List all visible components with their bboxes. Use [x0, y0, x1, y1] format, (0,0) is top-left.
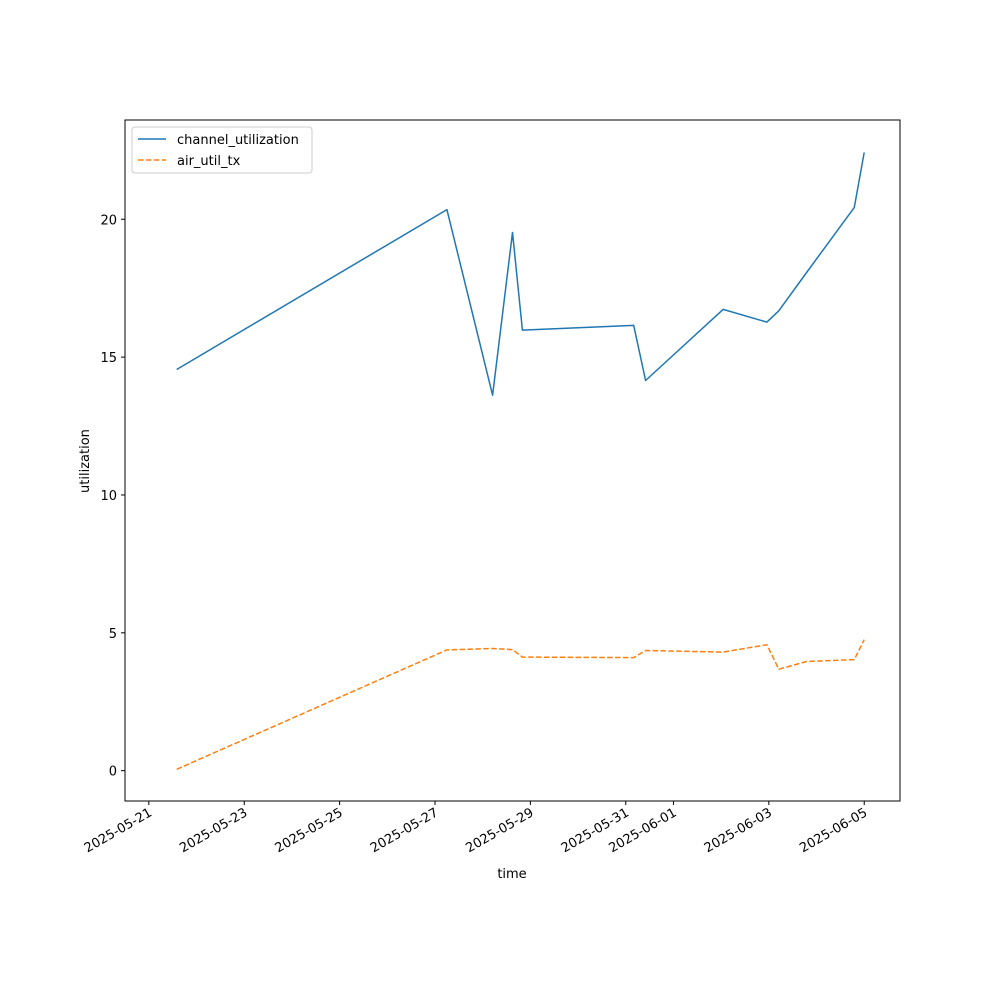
series-line-air-util-tx — [176, 639, 865, 770]
legend-frame — [131, 126, 313, 174]
y-tick-label: 20 — [100, 213, 117, 228]
plot-frame — [124, 119, 901, 802]
y-axis-label: utilization — [78, 429, 93, 493]
y-tick-label: 10 — [100, 489, 117, 504]
series-layer — [176, 152, 865, 770]
y-tick-label: 5 — [109, 627, 117, 642]
series-line-channel-utilization — [176, 152, 865, 396]
legend-label-air-util-tx: air_util_tx — [177, 154, 241, 169]
y-tick-label: 15 — [100, 351, 117, 366]
plot-area — [125, 120, 900, 801]
legend-label-channel-utilization: channel_utilization — [177, 133, 299, 148]
y-tick-label: 0 — [109, 765, 117, 780]
legend: channel_utilization air_util_tx — [131, 126, 313, 174]
x-axis-label: time — [497, 867, 526, 882]
